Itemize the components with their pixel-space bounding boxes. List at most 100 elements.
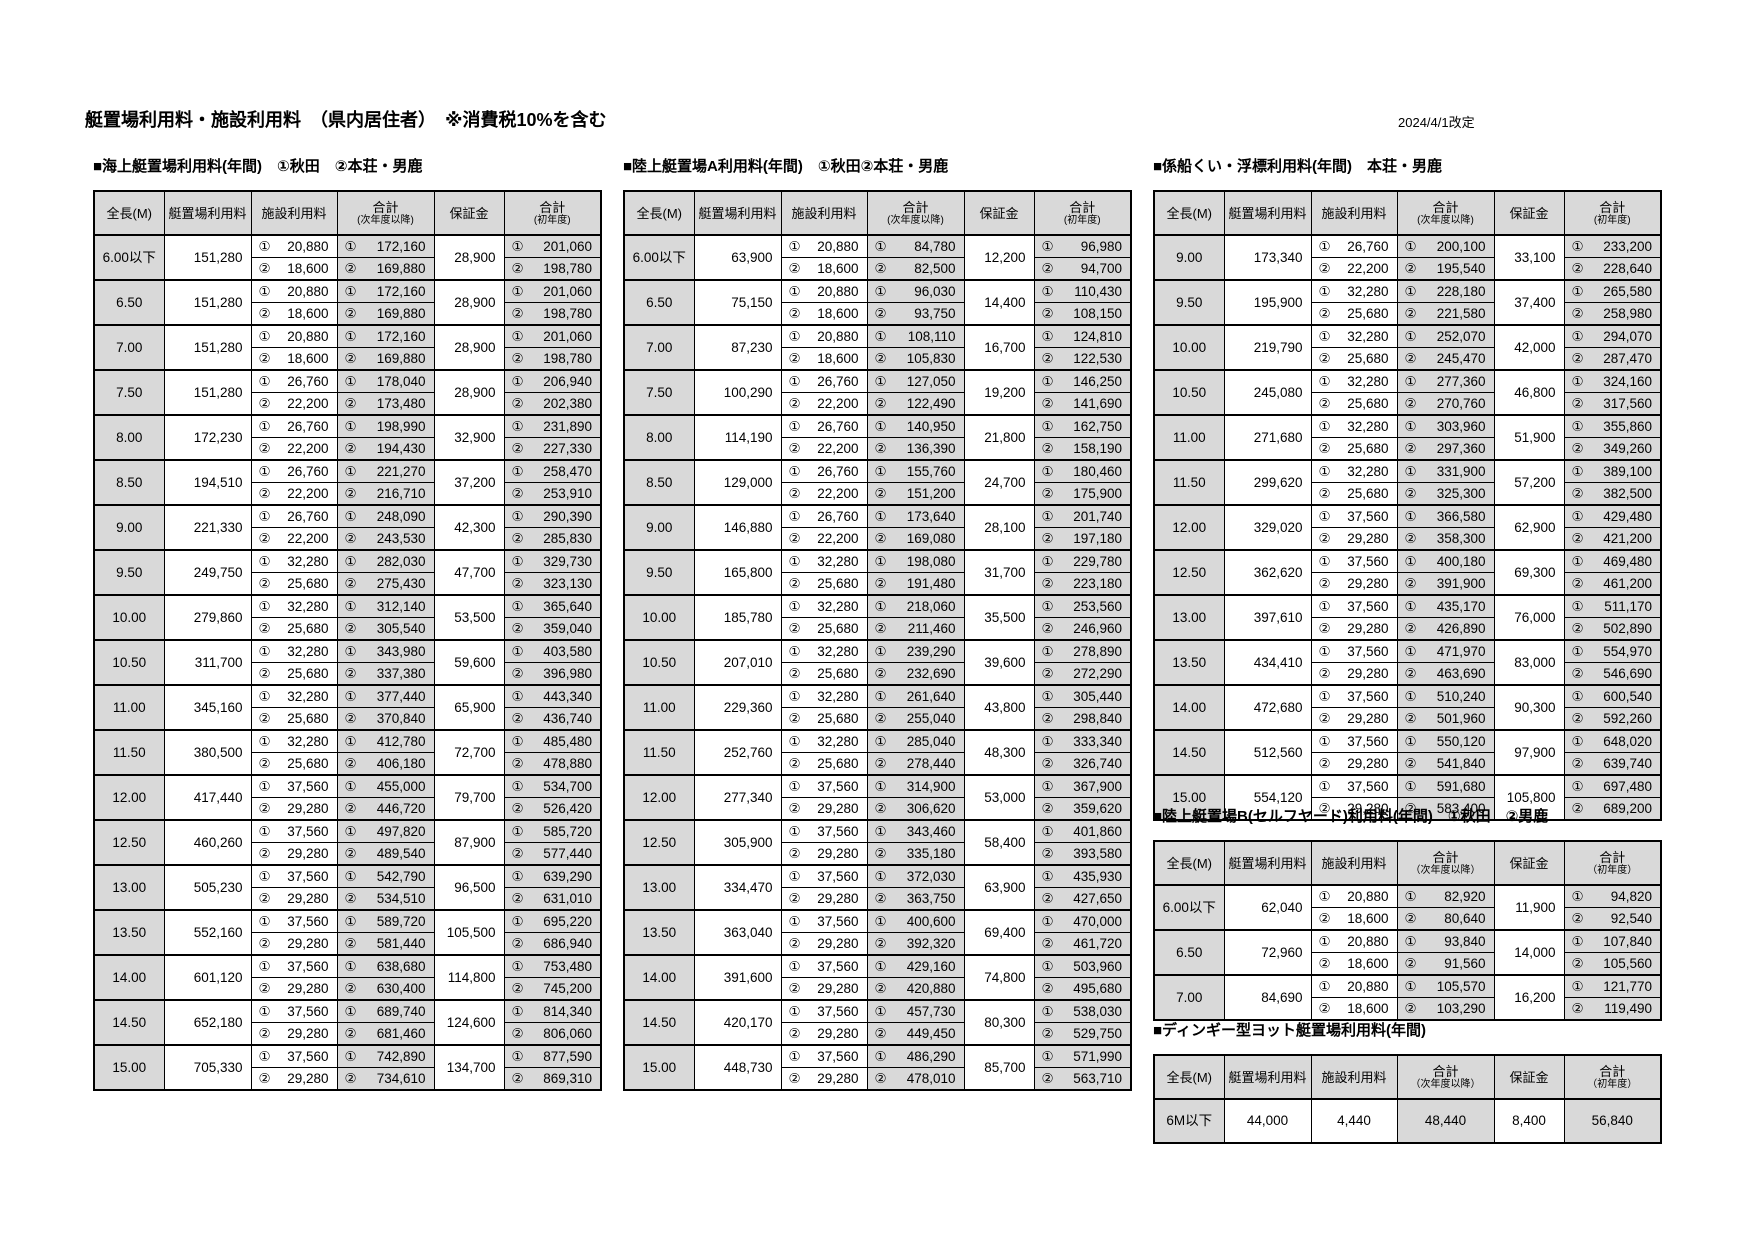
deposit-cell: 53,500 bbox=[433, 594, 505, 641]
circled-number: ② bbox=[1041, 890, 1054, 906]
circled-number: ② bbox=[258, 530, 271, 546]
circled-number: ① bbox=[1041, 913, 1054, 929]
facility-fee-cell: ① 32,280 bbox=[250, 549, 338, 573]
fee-value: 173,480 bbox=[376, 395, 426, 411]
fee-value: 695,220 bbox=[543, 913, 592, 929]
section-title: ■海上艇置場利用料(年間) ①秋田 ②本荘・男鹿 bbox=[93, 158, 423, 175]
column-header: 艇置場利用料 bbox=[1223, 1054, 1312, 1100]
fee-value: 583,400 bbox=[1436, 800, 1486, 816]
total-next-year-cell: ② 337,380 bbox=[336, 662, 435, 686]
deposit-cell: 90,300 bbox=[1493, 684, 1565, 731]
facility-fee-cell: ② 22,200 bbox=[250, 437, 338, 461]
circled-number: ① bbox=[1318, 598, 1331, 614]
fee-row: 13.50 552,160 ① 37,560 ① 589,720 105,500 ① 695,2… bbox=[93, 909, 602, 956]
fee-value: 32,280 bbox=[1347, 418, 1389, 434]
circled-number: ① bbox=[1571, 328, 1584, 344]
facility-fee-cell: ① 32,280 bbox=[1310, 414, 1398, 438]
facility-fee-cell: ① 32,280 bbox=[250, 594, 338, 618]
total-next-year-cell: ① 497,820 bbox=[336, 819, 435, 843]
circled-number: ① bbox=[874, 643, 887, 659]
facility-fee-cell: ② 22,200 bbox=[780, 482, 868, 506]
fee-value: 686,940 bbox=[543, 935, 592, 951]
fee-value: 486,290 bbox=[906, 1048, 956, 1064]
fee-value: 124,810 bbox=[1073, 328, 1122, 344]
circled-number: ② bbox=[1404, 665, 1417, 681]
fee-row: 8.50 194,510 ① 26,760 ① 221,270 37,200 ① 258,470 bbox=[93, 459, 602, 506]
fee-value: 198,780 bbox=[543, 260, 592, 276]
total-first-year-cell: ① 365,640 bbox=[503, 594, 602, 618]
fee-value: 305,440 bbox=[1073, 688, 1122, 704]
deposit-cell: 24,700 bbox=[963, 459, 1035, 506]
header-label: 保証金 bbox=[1509, 855, 1549, 871]
circled-number: ② bbox=[344, 485, 357, 501]
circled-number: ① bbox=[1041, 598, 1054, 614]
berth-fee-cell: 512,560 bbox=[1223, 729, 1312, 776]
fee-value: 429,480 bbox=[1603, 508, 1652, 524]
fee-value: 146,250 bbox=[1073, 373, 1122, 389]
column-header: 全長(M) bbox=[93, 190, 165, 236]
length-cell: 13.00 bbox=[93, 864, 165, 911]
circled-number: ① bbox=[1404, 778, 1417, 794]
fee-value: 26,760 bbox=[817, 418, 859, 434]
total-next-year-cell: ① 377,440 bbox=[336, 684, 435, 708]
circled-number: ② bbox=[1571, 485, 1584, 501]
fee-value: 745,200 bbox=[543, 980, 592, 996]
total-next-year-cell: ② 211,460 bbox=[866, 617, 965, 641]
deposit-cell: 105,800 bbox=[1493, 774, 1565, 821]
length-cell: 14.00 bbox=[93, 954, 165, 1001]
fee-value: 20,880 bbox=[817, 328, 859, 344]
facility-fee-cell: ① 20,880 bbox=[1310, 929, 1398, 953]
fee-row: 10.50 311,700 ① 32,280 ① 343,980 59,600 ① 403,58… bbox=[93, 639, 602, 686]
total-first-year-cell: ② 253,910 bbox=[503, 482, 602, 506]
fee-row: 15.00 554,120 ① 37,560 ① 591,680 105,800 ① 697,4… bbox=[1153, 774, 1662, 821]
total-first-year-cell: ① 290,390 bbox=[503, 504, 602, 528]
berth-fee-cell: 62,040 bbox=[1223, 884, 1312, 931]
deposit-cell: 83,000 bbox=[1493, 639, 1565, 686]
fee-value: 427,650 bbox=[1073, 890, 1122, 906]
fee-value: 25,680 bbox=[817, 755, 859, 771]
deposit-cell: 48,300 bbox=[963, 729, 1035, 776]
circled-number: ② bbox=[1404, 530, 1417, 546]
circled-number: ① bbox=[344, 1003, 357, 1019]
fee-row-second: ② 29,280 ② 583,400 ② 689,200 bbox=[1154, 797, 1662, 821]
total-next-year-cell: ② 173,480 bbox=[336, 392, 435, 416]
circled-number: ① bbox=[1318, 733, 1331, 749]
facility-fee-cell: ② 18,600 bbox=[250, 302, 338, 326]
circled-number: ② bbox=[344, 620, 357, 636]
fee-value: 169,080 bbox=[906, 530, 956, 546]
total-first-year-cell: ① 470,000 bbox=[1033, 909, 1132, 933]
fee-row-second: ② 29,280 ② 541,840 ② 639,740 bbox=[1154, 752, 1662, 776]
total-first-year-cell: ① 278,890 bbox=[1033, 639, 1132, 663]
fee-value: 198,780 bbox=[543, 305, 592, 321]
circled-number: ① bbox=[1041, 328, 1054, 344]
berth-fee-cell: 345,160 bbox=[163, 684, 252, 731]
berth-fee-cell: 277,340 bbox=[693, 774, 782, 821]
total-next-year-cell: ① 435,170 bbox=[1396, 594, 1495, 618]
circled-number: ② bbox=[1571, 260, 1584, 276]
land-berth-a-body: 6.00以下 63,900 ① 20,880 ① 84,780 12,200 ① 96,980 ②… bbox=[623, 234, 1132, 1091]
fee-value: 22,200 bbox=[287, 395, 329, 411]
fee-value: 201,060 bbox=[543, 328, 592, 344]
fee-value: 91,560 bbox=[1444, 955, 1486, 971]
total-next-year-cell: ② 195,540 bbox=[1396, 257, 1495, 281]
total-next-year-cell: ① 372,030 bbox=[866, 864, 965, 888]
fee-value: 554,970 bbox=[1603, 643, 1652, 659]
length-cell: 13.50 bbox=[623, 909, 695, 956]
fee-value: 814,340 bbox=[543, 1003, 592, 1019]
total-first-year-cell: ① 124,810 bbox=[1033, 324, 1132, 348]
circled-number: ② bbox=[344, 440, 357, 456]
total-first-year-cell: ① 469,480 bbox=[1563, 549, 1662, 573]
mooring-head: 全長(M) 艇置場利用料 施設利用料 合計 (次年度以降) 保証金 合計 (初年度) bbox=[1153, 190, 1662, 236]
fee-value: 25,680 bbox=[1347, 305, 1389, 321]
fee-value: 202,380 bbox=[543, 395, 592, 411]
total-next-year-cell: ② 169,880 bbox=[336, 347, 435, 371]
length-cell: 14.50 bbox=[1153, 729, 1225, 776]
circled-number: ① bbox=[1404, 888, 1417, 904]
berth-fee-cell: 207,010 bbox=[693, 639, 782, 686]
deposit-cell: 79,700 bbox=[433, 774, 505, 821]
fee-value: 200,100 bbox=[1436, 238, 1486, 254]
facility-fee-cell: ② 18,600 bbox=[1310, 907, 1398, 931]
facility-fee-cell: ② 22,200 bbox=[780, 437, 868, 461]
circled-number: ① bbox=[511, 283, 524, 299]
